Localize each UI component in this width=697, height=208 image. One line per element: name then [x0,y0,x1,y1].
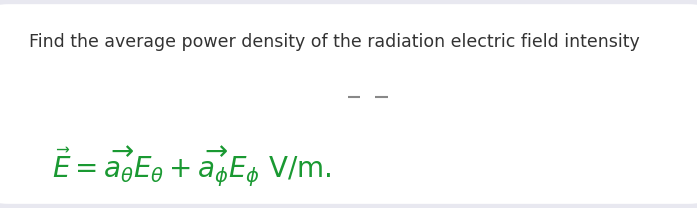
Text: $\vec{E} = \overrightarrow{a_\theta}E_\theta + \overrightarrow{a_\phi}E_\phi\ \m: $\vec{E} = \overrightarrow{a_\theta}E_\t… [52,145,332,188]
Text: Find the average power density of the radiation electric field intensity: Find the average power density of the ra… [29,33,640,51]
